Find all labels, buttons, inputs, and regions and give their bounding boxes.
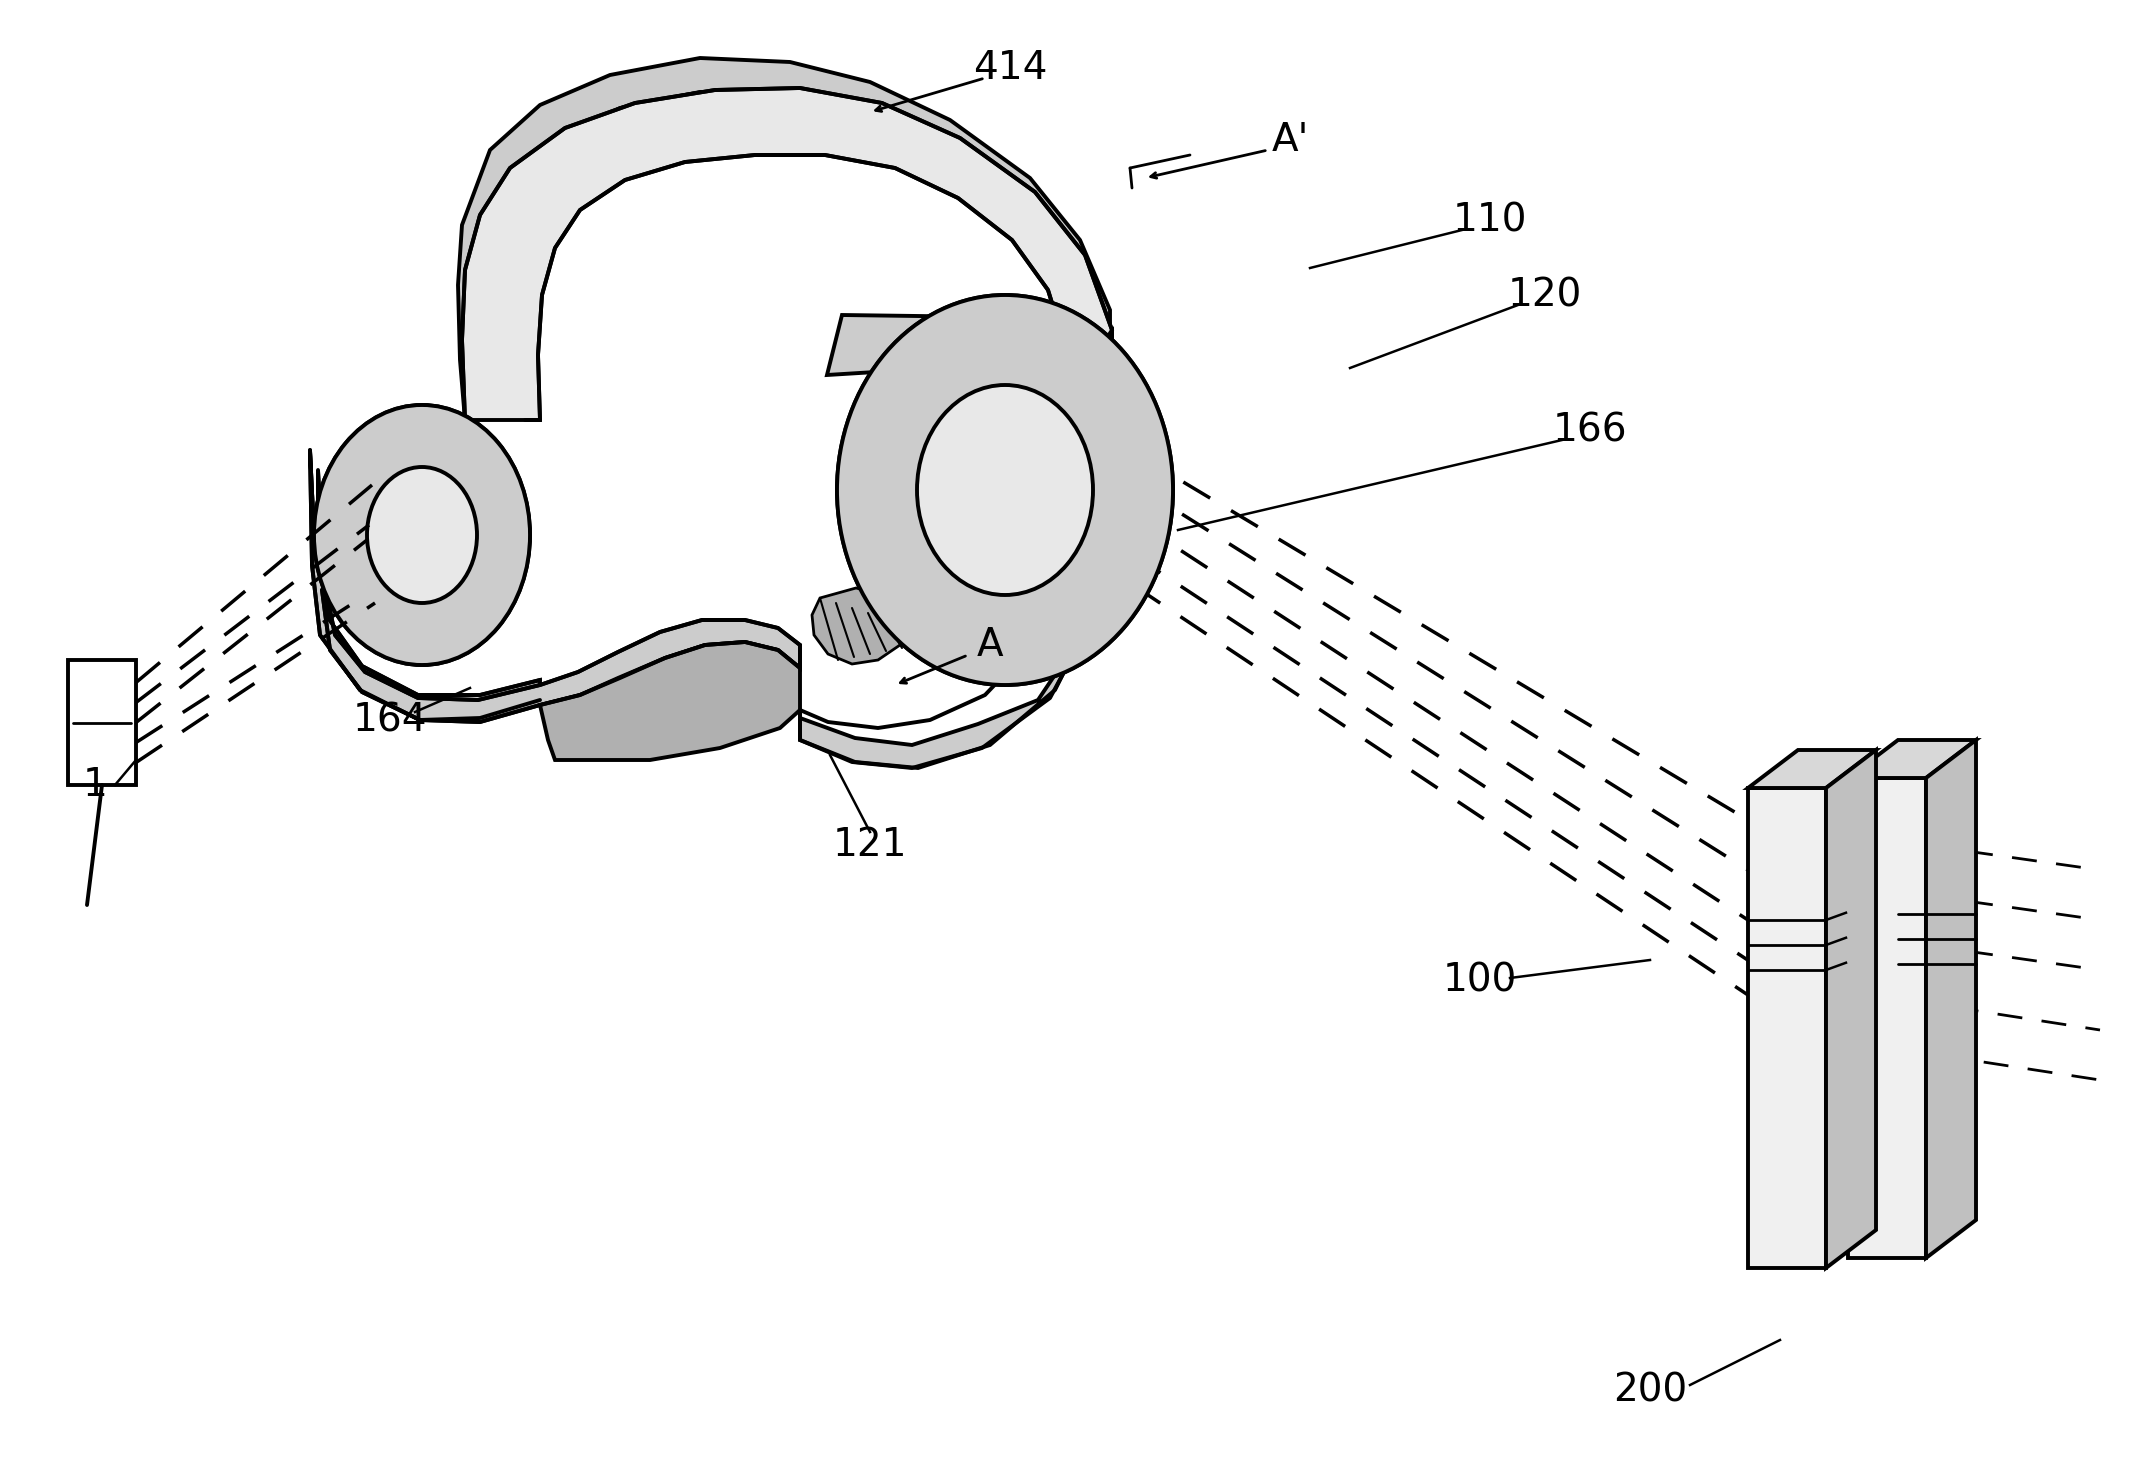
Text: 166: 166 xyxy=(1554,411,1626,449)
Ellipse shape xyxy=(366,467,477,603)
Polygon shape xyxy=(1849,778,1926,1258)
Text: 164: 164 xyxy=(353,701,428,739)
Ellipse shape xyxy=(918,385,1094,595)
Polygon shape xyxy=(68,660,137,786)
Ellipse shape xyxy=(918,385,1094,595)
Ellipse shape xyxy=(918,385,1094,595)
Text: 414: 414 xyxy=(974,48,1046,86)
Polygon shape xyxy=(1849,740,1975,778)
Text: A': A' xyxy=(1271,121,1310,159)
Polygon shape xyxy=(321,585,800,723)
Ellipse shape xyxy=(366,467,477,603)
Text: 200: 200 xyxy=(1614,1371,1686,1409)
Ellipse shape xyxy=(837,296,1173,685)
Polygon shape xyxy=(1825,751,1877,1268)
Text: 1: 1 xyxy=(83,767,107,805)
Text: 100: 100 xyxy=(1442,961,1517,999)
Text: 121: 121 xyxy=(832,827,907,865)
Polygon shape xyxy=(462,88,1113,420)
Polygon shape xyxy=(811,588,907,664)
Polygon shape xyxy=(1748,789,1825,1268)
Polygon shape xyxy=(1926,740,1975,1258)
Ellipse shape xyxy=(837,296,1173,685)
Polygon shape xyxy=(1748,751,1877,789)
Text: 110: 110 xyxy=(1453,200,1528,238)
Text: 120: 120 xyxy=(1509,277,1581,315)
Ellipse shape xyxy=(366,467,477,603)
Text: A: A xyxy=(976,626,1004,664)
Ellipse shape xyxy=(315,405,531,666)
Polygon shape xyxy=(800,315,1113,768)
Polygon shape xyxy=(310,451,539,720)
Polygon shape xyxy=(458,59,1111,420)
Ellipse shape xyxy=(315,405,531,666)
Polygon shape xyxy=(539,642,800,759)
